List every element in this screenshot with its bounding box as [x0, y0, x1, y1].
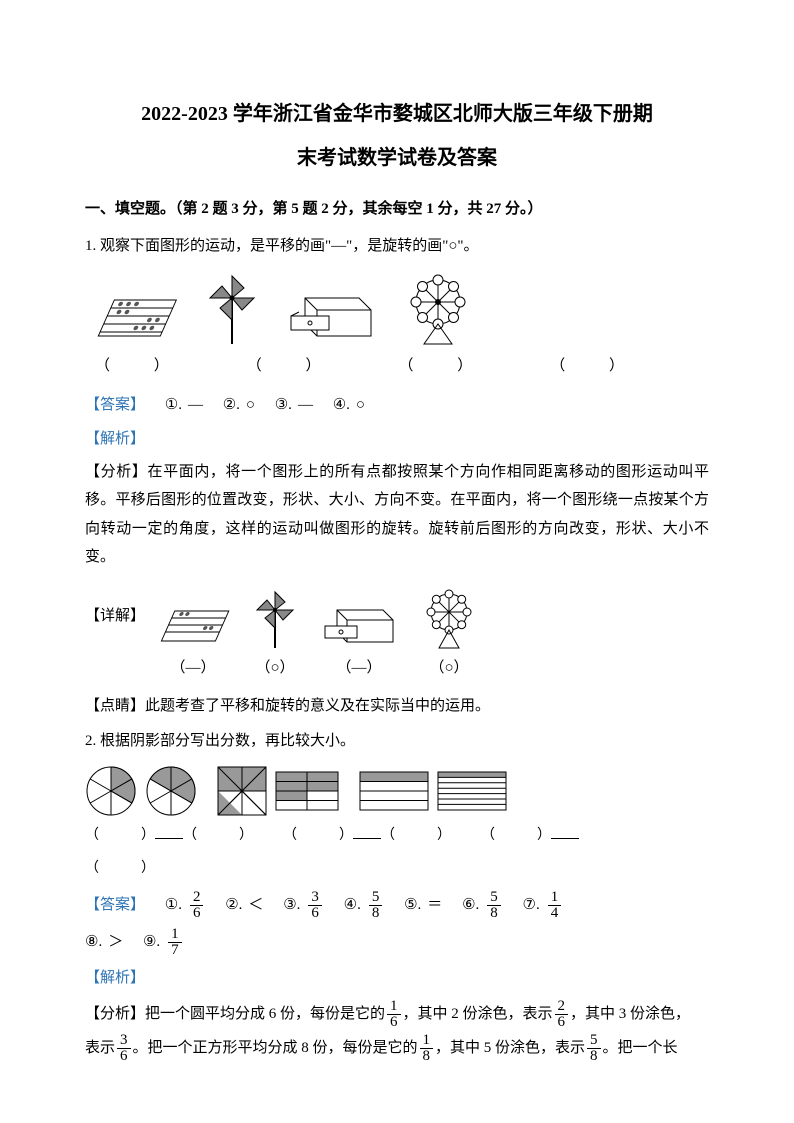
ans-num: ⑦. — [523, 897, 540, 913]
q1-detail-figs: （—） （○） （—） （○） — [153, 586, 481, 683]
q2-answer-line1: 【答案】 ①. 26 ②. ＜ ③. 36 ④. 58 ⑤. ＝ ⑥. 58 ⑦. 14 — [85, 890, 709, 921]
frac: 26 — [555, 999, 569, 1030]
q2-answer-line2: ⑧. ＞ ⑨. 17 — [85, 927, 709, 958]
detail-label: 【详解】 — [85, 580, 145, 631]
frac: 36 — [308, 890, 322, 921]
t: 。把一个正方形平均分成 8 份，每份是它的 — [133, 1040, 418, 1056]
fig-drawer-small: （—） — [319, 600, 399, 683]
ans-num: ①. — [165, 897, 182, 913]
ans-val: ＞ — [108, 934, 123, 950]
q2-jiexi-label: 【解析】 — [85, 964, 709, 993]
t: 。把一个长 — [603, 1040, 678, 1056]
ans-num: ⑧. — [85, 934, 102, 950]
frac: 26 — [190, 890, 204, 921]
fig-ferris-small: （○） — [417, 586, 481, 683]
q2-circles — [85, 765, 197, 817]
ans-num: ①. — [165, 397, 182, 413]
frac: 14 — [548, 890, 562, 921]
frac: 58 — [487, 890, 501, 921]
t: 把一个圆平均分成 6 份，每份是它的 — [145, 1006, 385, 1022]
fig-ferris — [399, 270, 477, 346]
ans-val: ○ — [246, 397, 255, 413]
q2-text: 2. 根据阴影部分写出分数，再比较大小。 — [85, 727, 709, 756]
dianjing-label: 【点睛】 — [85, 698, 145, 714]
frac: 58 — [587, 1033, 601, 1064]
frac: 36 — [117, 1033, 131, 1064]
t: ，其中 2 份涂色，表示 — [403, 1006, 553, 1022]
detail-ans: （—） — [171, 654, 216, 683]
t: ，其中 5 份涂色，表示 — [435, 1040, 585, 1056]
frac: 17 — [168, 927, 182, 958]
fig-pinwheel — [201, 274, 263, 346]
jiexi-label: 【解析】 — [85, 425, 709, 454]
blank: （ ） — [550, 352, 644, 381]
blank: （ ） — [399, 352, 493, 381]
doc-title-line1: 2022-2023 学年浙江省金华市婺城区北师大版三年级下册期 — [85, 95, 709, 133]
q1-text: 1. 观察下面图形的运动，是平移的画"—"，是旋转的画"○"。 — [85, 232, 709, 261]
ans-num: ⑤. — [404, 897, 421, 913]
ans-val: ＜ — [248, 897, 263, 913]
q1-answer: 【答案】 ①. — ②. ○ ③. — ④. ○ — [85, 391, 709, 420]
q2-blank-row2: （ ） — [85, 856, 709, 883]
frac: 18 — [420, 1033, 434, 1064]
q1-figure-row — [85, 270, 709, 346]
fig-abacus-small: （—） — [155, 606, 231, 683]
ans-num: ⑥. — [462, 897, 479, 913]
section-heading: 一、填空题。（第 2 题 3 分，第 5 题 2 分，其余每空 1 分，共 27… — [85, 195, 709, 224]
ans-val: — — [188, 397, 203, 413]
fenxi-label: 【分析】 — [85, 464, 147, 480]
answer-label: 【答案】 — [85, 397, 145, 413]
q1-analysis: 【分析】在平面内，将一个图形上的所有点都按照某个方向作相同距离移动的图形运动叫平… — [85, 458, 709, 572]
ans-num: ②. — [223, 397, 240, 413]
dianjing-text: 此题考查了平移和旋转的意义及在实际当中的运用。 — [145, 698, 490, 714]
q2-analysis: 【分析】把一个圆平均分成 6 份，每份是它的16，其中 2 份涂色，表示26，其… — [85, 997, 709, 1066]
q1-detail: 【详解】 （—） （○） （—） （○） — [85, 580, 709, 685]
blank: （ ） — [95, 352, 189, 381]
ans-num: ④. — [344, 897, 361, 913]
fig-abacus — [91, 294, 179, 346]
q2-rects — [359, 771, 507, 811]
frac: 58 — [369, 890, 383, 921]
frac: 16 — [387, 999, 401, 1030]
t: 表示 — [85, 1040, 115, 1056]
doc-title-line2: 末考试数学试卷及答案 — [85, 139, 709, 177]
ans-num: ③. — [275, 397, 292, 413]
blank: （ ） — [247, 352, 341, 381]
q2-figure-row — [85, 765, 709, 817]
ans-num: ④. — [333, 397, 350, 413]
t: ，其中 3 份涂色， — [570, 1006, 690, 1022]
ans-val: ＝ — [427, 897, 442, 913]
detail-ans: （○） — [255, 654, 294, 683]
fig-pinwheel-small: （○） — [249, 590, 301, 683]
fig-drawer — [285, 286, 377, 346]
ans-num: ③. — [283, 897, 300, 913]
q2-squares — [217, 766, 339, 816]
detail-ans: （—） — [337, 654, 382, 683]
ans-val: ○ — [356, 397, 365, 413]
ans-num: ⑨. — [143, 934, 160, 950]
fenxi-label: 【分析】 — [85, 1006, 145, 1022]
fenxi-text: 在平面内，将一个图形上的所有点都按照某个方向作相同距离移动的图形运动叫平移。平移… — [85, 464, 709, 566]
q1-blank-row: （ ） （ ） （ ） （ ） — [85, 352, 709, 381]
q1-dianjing: 【点睛】此题考查了平移和旋转的意义及在实际当中的运用。 — [85, 692, 709, 721]
q2-blank-row1: （ ）（ ） （ ）（ ） （ ） — [85, 823, 709, 850]
detail-ans: （○） — [429, 654, 468, 683]
ans-val: — — [298, 397, 313, 413]
ans-num: ②. — [225, 897, 242, 913]
answer-label: 【答案】 — [85, 897, 145, 913]
